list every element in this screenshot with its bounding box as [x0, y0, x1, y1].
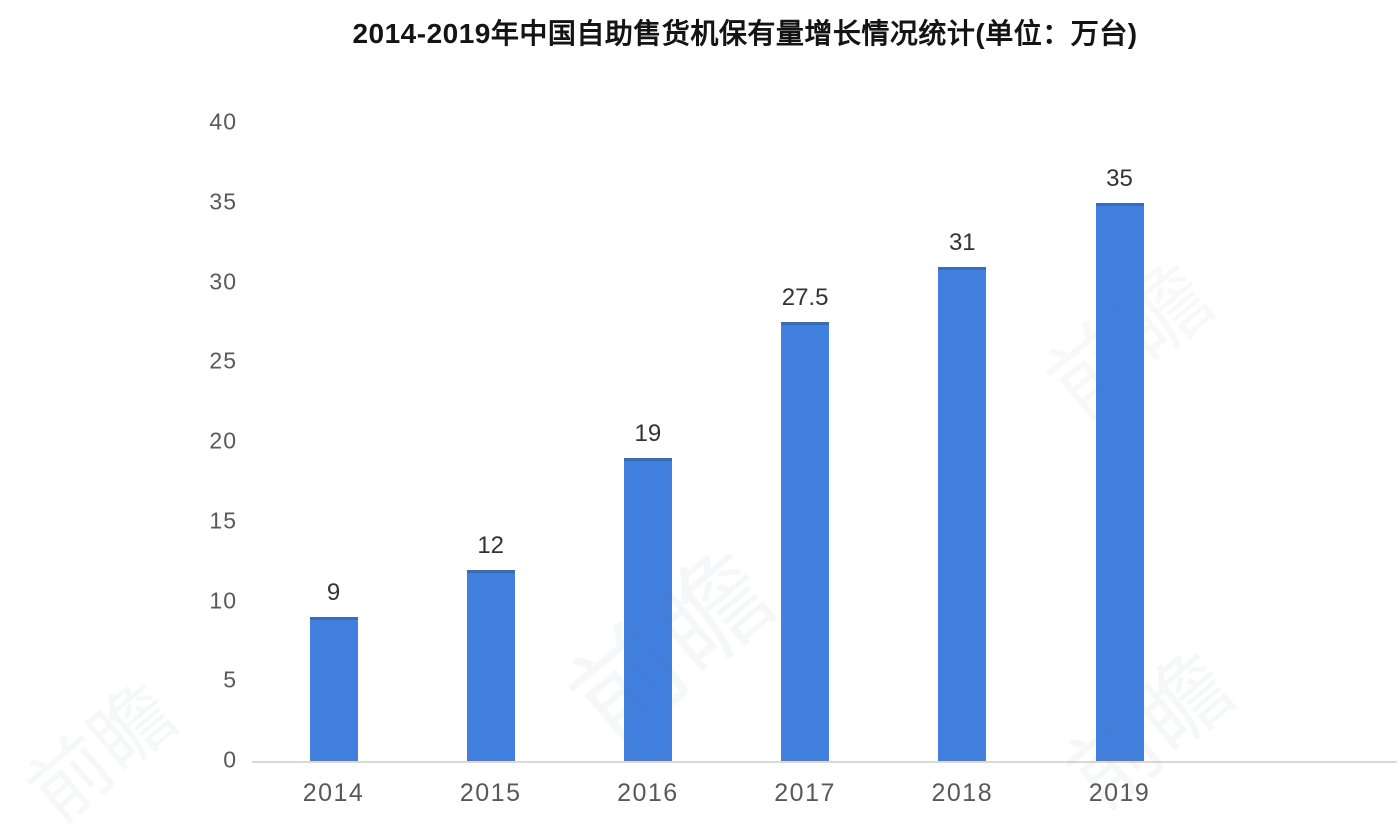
bar-value-label: 31: [948, 228, 976, 256]
bar-value-label: 12: [477, 531, 505, 559]
plot-area: 9 2014 12 2015 19 2016 27.5 2017 31 2018 35 2019: [252, 123, 1397, 807]
x-tick-label: 2016: [617, 779, 679, 807]
y-tick-label: 35: [209, 188, 237, 215]
y-tick-label: 10: [209, 586, 237, 613]
y-axis: 0 5 10 15 20 25 30 35 40: [150, 108, 237, 772]
y-tick-label: 15: [209, 507, 237, 534]
bar-2015: [466, 569, 515, 761]
x-tick-label: 2017: [774, 779, 836, 807]
y-tick-label: 40: [209, 108, 237, 135]
x-tick-label: 2014: [302, 779, 365, 807]
bar-2018: [938, 266, 987, 761]
x-tick-label: 2019: [1088, 779, 1151, 807]
bar-2016: [623, 457, 672, 761]
y-tick-label: 20: [209, 427, 237, 454]
bar-value-label: 19: [634, 419, 662, 447]
y-tick-label: 30: [209, 267, 237, 294]
bar-2014: [309, 617, 358, 761]
bar-value-label: 35: [1106, 164, 1133, 192]
y-tick-label: 0: [223, 746, 237, 773]
bar-2017: [781, 322, 830, 761]
y-tick-label: 5: [223, 666, 237, 693]
y-tick-label: 25: [209, 347, 237, 374]
chart-title: 2014-2019年中国自助售货机保有量增长情况统计(单位：万台): [352, 18, 1138, 49]
x-tick-label: 2015: [459, 779, 522, 807]
bar-2019: [1095, 202, 1144, 761]
bar-value-label: 27.5: [781, 284, 829, 312]
bar-value-label: 9: [326, 579, 341, 607]
x-tick-label: 2018: [931, 779, 994, 807]
